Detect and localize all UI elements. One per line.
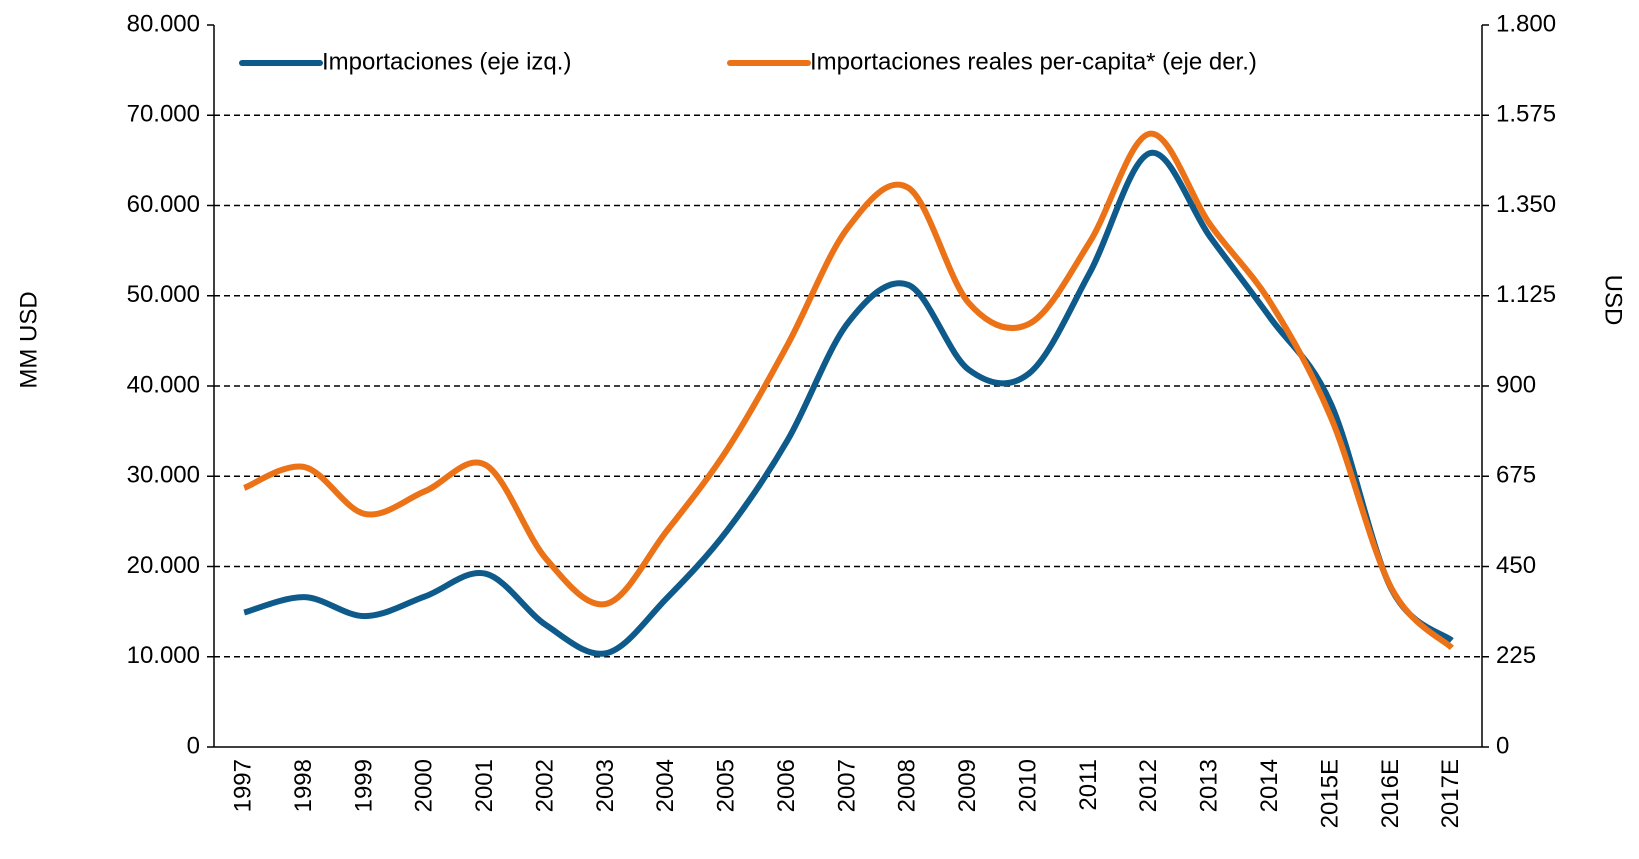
x-tick-label: 2010 — [1014, 759, 1041, 812]
y2-tick-label: 0 — [1496, 732, 1509, 759]
x-tick-label: 2000 — [411, 759, 438, 812]
y-tick-label: 0 — [187, 732, 200, 759]
legend-label: Importaciones reales per-capita* (eje de… — [810, 48, 1257, 75]
series-line — [243, 150, 1454, 657]
x-tick-label: 2002 — [531, 759, 558, 812]
y2-tick-label: 1.350 — [1496, 191, 1556, 218]
y-tick-label: 80.000 — [127, 10, 200, 37]
y2-tick-label: 675 — [1496, 462, 1536, 489]
x-tick-label: 2012 — [1135, 759, 1162, 812]
x-tick-label: 2003 — [592, 759, 619, 812]
y2-tick-label: 225 — [1496, 642, 1536, 669]
x-tick-label: 2011 — [1075, 759, 1102, 811]
x-tick-label: 2015E — [1316, 759, 1343, 828]
x-tick-label: 2009 — [954, 759, 981, 812]
y2-tick-label: 450 — [1496, 552, 1536, 579]
x-tick-label: 2005 — [713, 759, 740, 812]
x-tick-label: 2017E — [1437, 759, 1464, 828]
y2-tick-label: 1.800 — [1496, 10, 1556, 37]
y-tick-label: 60.000 — [127, 191, 200, 218]
y-tick-label: 20.000 — [127, 552, 200, 579]
y2-tick-label: 1.125 — [1496, 281, 1556, 308]
y-axis-label: MM USD — [15, 291, 42, 388]
y2-tick-label: 1.575 — [1496, 101, 1556, 128]
x-tick-label: 2001 — [471, 759, 498, 812]
y2-tick-label: 900 — [1496, 371, 1536, 398]
x-tick-label: 1999 — [350, 759, 377, 812]
x-tick-label: 1998 — [290, 759, 317, 812]
x-tick-label: 2008 — [894, 759, 921, 812]
x-tick-label: 2016E — [1377, 759, 1404, 828]
x-tick-label: 2013 — [1196, 759, 1223, 812]
x-tick-label: 1997 — [230, 759, 257, 812]
y-tick-label: 30.000 — [127, 462, 200, 489]
x-tick-label: 2004 — [652, 759, 679, 812]
legend-label: Importaciones (eje izq.) — [322, 48, 571, 75]
y-tick-label: 50.000 — [127, 281, 200, 308]
y-tick-label: 70.000 — [127, 101, 200, 128]
y2-axis-label: USD — [1600, 275, 1627, 326]
y-tick-label: 10.000 — [127, 642, 200, 669]
x-tick-label: 2014 — [1256, 759, 1283, 812]
x-tick-label: 2006 — [773, 759, 800, 812]
series-line — [243, 130, 1454, 651]
x-tick-label: 2007 — [833, 759, 860, 812]
y-tick-label: 40.000 — [127, 371, 200, 398]
